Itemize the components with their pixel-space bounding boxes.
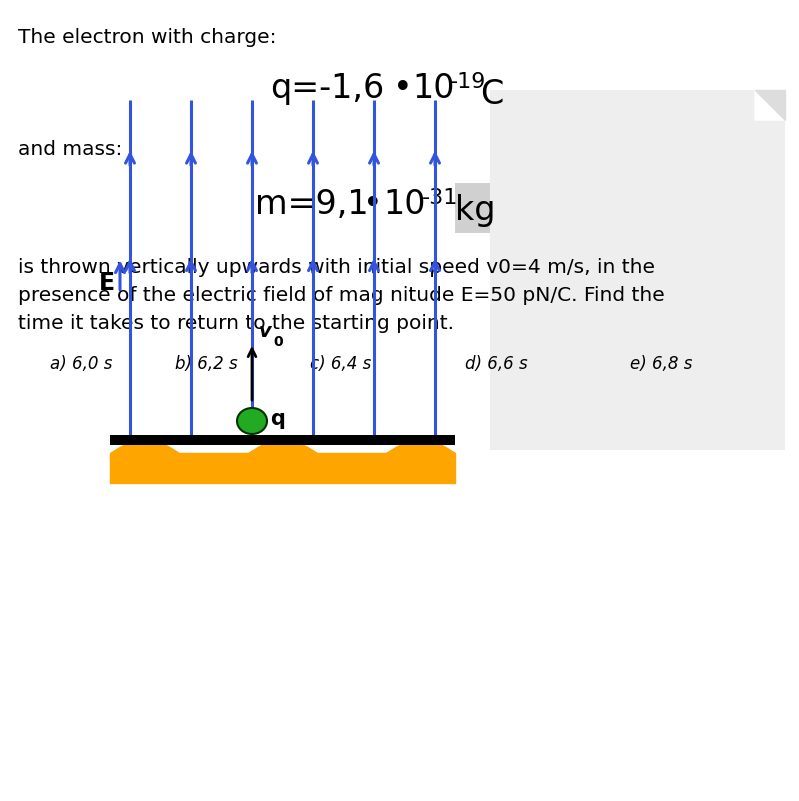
Text: and mass:: and mass:	[18, 140, 122, 159]
FancyBboxPatch shape	[248, 183, 496, 233]
Ellipse shape	[237, 408, 267, 434]
Text: c) 6,4 s: c) 6,4 s	[310, 355, 372, 373]
Text: -31: -31	[422, 188, 459, 208]
Bar	[110, 435, 455, 445]
Bar	[490, 90, 785, 450]
Text: a) 6,0 s: a) 6,0 s	[50, 355, 113, 373]
Text: 10: 10	[383, 188, 426, 221]
Text: C: C	[480, 78, 503, 111]
Bar	[110, 90, 455, 450]
Text: b) 6,2 s: b) 6,2 s	[175, 355, 237, 373]
Text: The electron with charge:: The electron with charge:	[18, 28, 276, 47]
Text: d) 6,6 s: d) 6,6 s	[465, 355, 527, 373]
Text: q=-1,6: q=-1,6	[270, 72, 384, 105]
Text: •: •	[393, 72, 412, 105]
Polygon shape	[755, 90, 785, 120]
Text: -19: -19	[450, 72, 487, 92]
Text: v: v	[259, 322, 272, 341]
Text: e) 6,8 s: e) 6,8 s	[630, 355, 693, 373]
Text: time it takes to return to the starting point.: time it takes to return to the starting …	[18, 314, 454, 333]
Text: presence of the electric field of mag nitude E=50 pN/C. Find the: presence of the electric field of mag ni…	[18, 286, 665, 305]
Text: q: q	[270, 409, 285, 429]
Text: 10: 10	[412, 72, 455, 105]
Text: E: E	[99, 271, 115, 295]
Text: m=9,1: m=9,1	[255, 188, 368, 221]
Polygon shape	[755, 90, 785, 120]
Text: is thrown vertically upwards with initial speed v0=4 m/s, in the: is thrown vertically upwards with initia…	[18, 258, 655, 277]
Text: •: •	[363, 188, 383, 221]
Text: 0: 0	[273, 335, 283, 349]
Text: kg: kg	[455, 194, 495, 227]
